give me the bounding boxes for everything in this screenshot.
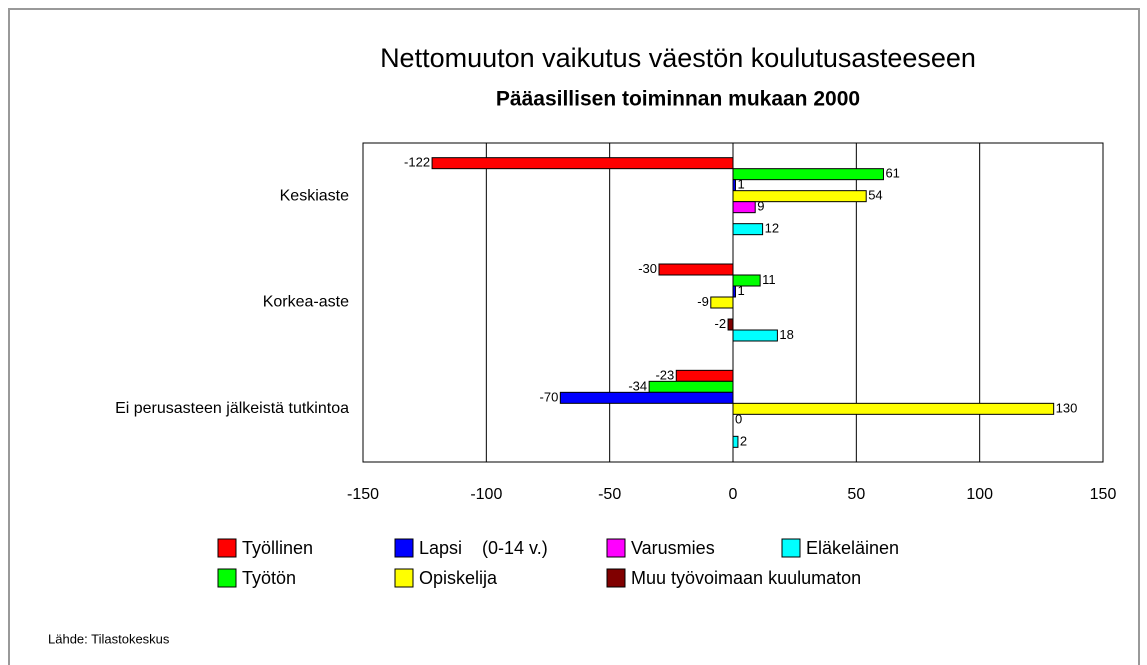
bar [732,179,736,192]
legend-swatch [217,568,237,588]
value-label: 61 [885,166,899,181]
bar [710,296,734,309]
y-tick-label: Ei perusasteen jälkeistä tutkintoa [115,400,349,417]
value-label: -2 [715,316,727,331]
bar [732,190,867,203]
value-label: 2 [740,433,747,448]
bar [658,263,734,276]
x-tick-label: 150 [1090,486,1117,503]
value-label: -70 [540,389,559,404]
legend-swatch [781,538,801,558]
bar [732,329,778,342]
y-tick-label: Korkea-aste [263,294,349,311]
bar [732,223,764,236]
source: Lähde: Tilastokeskus [48,631,170,646]
value-label: 1 [737,283,744,298]
y-tick-label: Keskiaste [280,187,349,204]
bar [732,201,756,214]
value-label: -9 [697,294,709,309]
bar [727,318,734,331]
value-label: 11 [762,272,776,287]
x-tick-label: 0 [729,486,738,503]
chart-title: Nettomuuton vaikutus väestön koulutusast… [380,43,976,73]
legend-label: Työllinen [242,538,313,558]
legend-swatch [606,538,626,558]
legend-swatch [394,538,414,558]
legend-label: Eläkeläinen [806,538,899,558]
value-label: 18 [779,327,793,342]
value-label: 0 [735,411,742,426]
value-label: -122 [404,155,430,170]
value-label: 12 [765,221,779,236]
value-label: 54 [868,188,882,203]
bar [431,157,734,170]
bar [648,380,734,393]
bar [732,435,739,448]
value-label: -23 [655,367,674,382]
legend-label: Muu työvoimaan kuulumaton [631,568,861,588]
legend-label: Työtön [242,568,296,588]
x-tick-label: -50 [598,486,621,503]
legend-label: Lapsi (0-14 v.) [419,538,548,558]
legend-label: Opiskelija [419,568,498,588]
legend-swatch [217,538,237,558]
bar [732,402,1055,415]
chart-subtitle: Pääasillisen toiminnan mukaan 2000 [496,88,860,111]
bar [559,391,734,404]
x-tick-label: 50 [847,486,865,503]
x-tick-label: -100 [470,486,502,503]
legend-swatch [394,568,414,588]
bar [675,369,734,382]
value-label: -34 [628,378,647,393]
bar [732,285,736,298]
value-label: -30 [638,261,657,276]
value-label: 1 [737,177,744,192]
bar [732,168,884,181]
legend-swatch [606,568,626,588]
legend-label: Varusmies [631,538,715,558]
value-label: 9 [757,199,764,214]
value-label: 130 [1056,400,1078,415]
x-tick-label: -150 [347,486,379,503]
x-tick-label: 100 [966,486,993,503]
bar [732,274,761,287]
